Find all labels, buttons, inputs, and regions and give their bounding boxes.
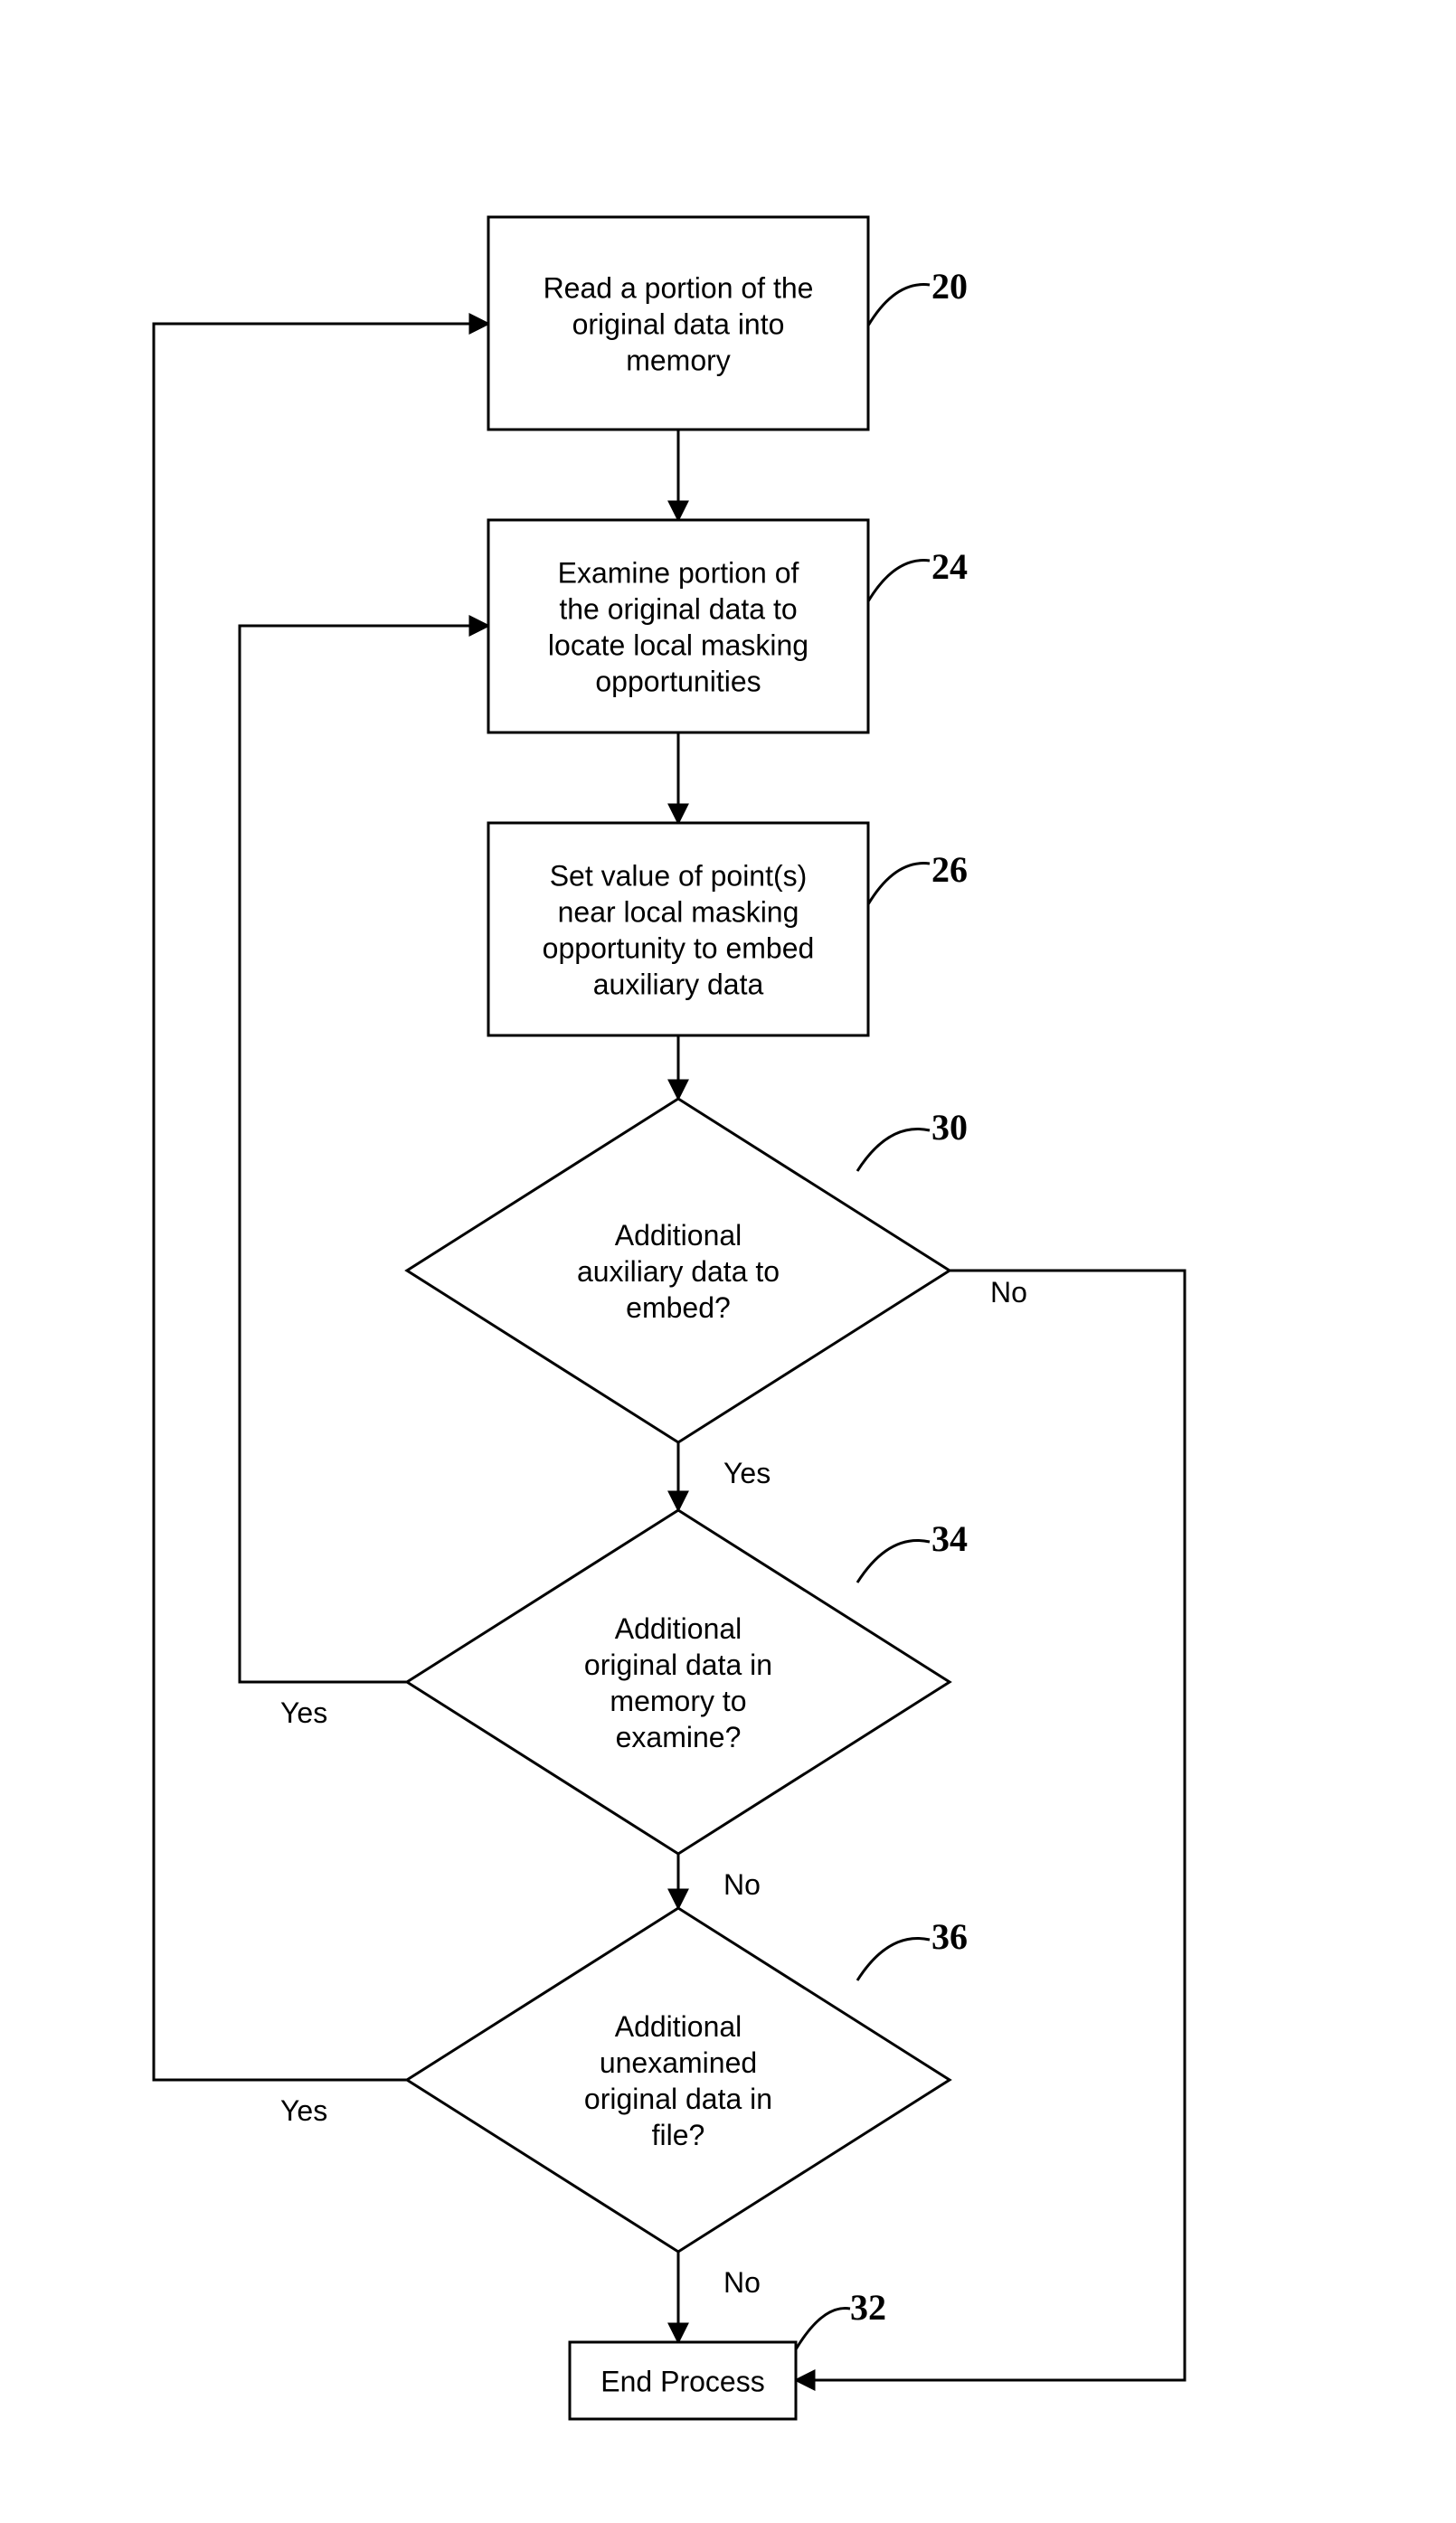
- callout-curve: [857, 1540, 930, 1583]
- decision-diamond: [407, 1510, 950, 1854]
- callout-curve: [868, 561, 930, 601]
- ref-number: 36: [931, 1916, 968, 1957]
- edge-label: No: [723, 1868, 761, 1901]
- ref-number: 34: [931, 1518, 968, 1559]
- ref-number: 32: [850, 2287, 886, 2328]
- flow-edge: [240, 626, 488, 1682]
- ref-number: 24: [931, 546, 968, 587]
- ref-number: 26: [931, 849, 968, 890]
- edge-label: No: [990, 1276, 1027, 1309]
- process-box: [488, 823, 868, 1035]
- callout-curve: [857, 1938, 930, 1980]
- process-box: [488, 520, 868, 732]
- flow-edge: [154, 324, 488, 2080]
- edge-label: Yes: [280, 1696, 327, 1729]
- ref-number: 20: [931, 266, 968, 307]
- edge-label: No: [723, 2266, 761, 2299]
- callout-curve: [868, 285, 930, 326]
- callout-curve: [868, 864, 930, 904]
- flow-edge: [796, 1271, 1185, 2380]
- edge-label: Yes: [723, 1457, 771, 1489]
- callout-curve: [857, 1129, 930, 1171]
- ref-number: 30: [931, 1107, 968, 1148]
- node-label: End Process: [600, 2366, 764, 2398]
- callout-curve: [796, 2309, 850, 2349]
- decision-diamond: [407, 1908, 950, 2252]
- edge-label: Yes: [280, 2094, 327, 2127]
